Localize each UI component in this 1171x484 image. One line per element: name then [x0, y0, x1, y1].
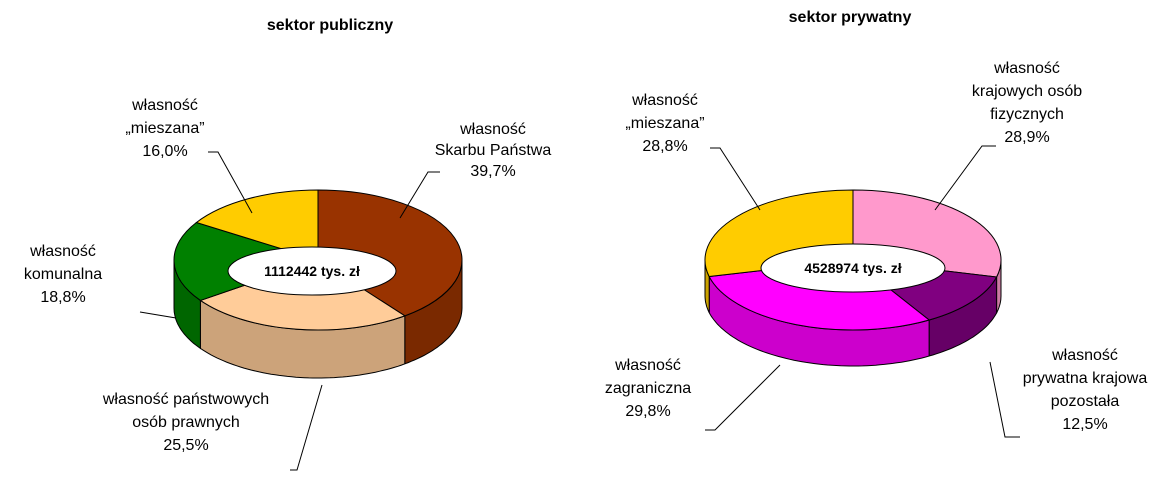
value-label: 28,8% — [642, 138, 687, 155]
leader-line — [399, 171, 440, 219]
value-label: 12,5% — [1062, 416, 1107, 433]
slice-label: własność — [993, 60, 1060, 77]
donut-hole — [227, 246, 397, 296]
slice-label: komunalna — [24, 266, 102, 283]
chart-title: sektor publiczny — [267, 17, 393, 34]
value-label: 16,0% — [142, 143, 187, 160]
value-label: 29,8% — [625, 403, 670, 420]
slice-label: własność — [631, 92, 698, 109]
slice — [317, 189, 463, 317]
slice — [195, 189, 319, 261]
leader-line — [290, 384, 323, 471]
slice-label: własność — [131, 97, 198, 114]
center-label: 4528974 tys. zł — [804, 260, 901, 276]
slice-label: Skarbu Państwa — [435, 142, 552, 159]
slice-label: własność — [29, 243, 96, 260]
leader-line — [934, 145, 996, 211]
slice-label: prywatna krajowa — [1023, 370, 1148, 387]
slice-label: zagraniczna — [605, 380, 691, 397]
donut-chart: sektor prywatny 4528974 tys. zł własność kr… — [605, 9, 1148, 438]
leader-line — [208, 151, 253, 214]
slice-label: fizycznych — [990, 106, 1064, 123]
slice-label: krajowych osób — [972, 83, 1082, 100]
slice-label: własność państwowych — [102, 391, 269, 408]
leader-line — [705, 364, 781, 431]
center-label: 1112442 tys. zł — [264, 263, 360, 279]
slice-label: „mieszana” — [125, 120, 204, 137]
value-label: 39,7% — [470, 163, 515, 180]
value-label: 18,8% — [40, 289, 85, 306]
slice-label: własność — [614, 357, 681, 374]
slice-label: własność — [1051, 347, 1118, 364]
slice-label: pozostała — [1051, 393, 1120, 410]
slice-label: osób prawnych — [132, 414, 240, 431]
slice-label: „mieszana” — [625, 115, 704, 132]
donut-hole — [760, 243, 946, 293]
leader-line — [710, 147, 761, 211]
leader-line — [139, 311, 177, 319]
value-label: 25,5% — [163, 437, 208, 454]
slice-label: własność — [459, 121, 526, 138]
leader-line — [989, 361, 1020, 438]
chart-title: sektor prywatny — [789, 9, 912, 26]
value-label: 28,9% — [1004, 129, 1049, 146]
donut-chart: sektor publiczny 1112442 tys. zł własność S… — [24, 17, 552, 471]
